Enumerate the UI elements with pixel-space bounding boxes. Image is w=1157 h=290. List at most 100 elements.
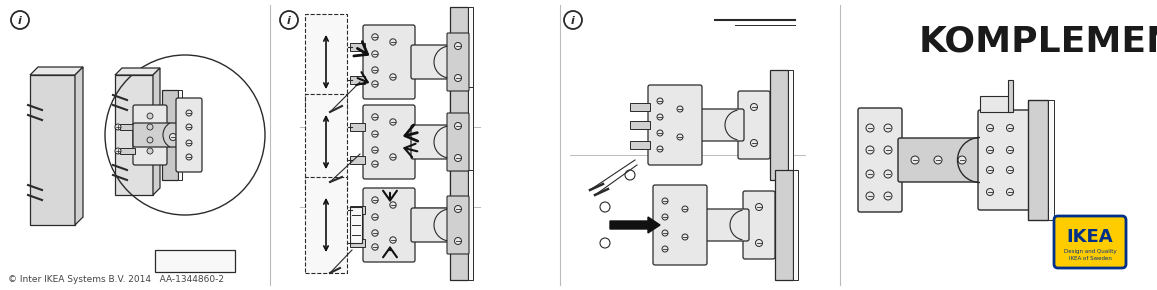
Bar (178, 90, 182, 180)
Bar (155, 250, 235, 272)
Circle shape (884, 170, 892, 178)
Circle shape (657, 130, 663, 136)
FancyBboxPatch shape (447, 113, 469, 171)
Circle shape (751, 139, 758, 146)
Circle shape (147, 148, 153, 154)
Polygon shape (153, 68, 160, 195)
Polygon shape (115, 68, 160, 75)
Bar (1048, 100, 1054, 220)
Circle shape (371, 230, 378, 236)
Circle shape (987, 166, 994, 173)
Circle shape (371, 161, 378, 167)
FancyBboxPatch shape (447, 196, 469, 254)
Circle shape (115, 124, 121, 130)
Circle shape (884, 192, 892, 200)
Circle shape (186, 110, 192, 116)
Bar (631, 141, 650, 149)
Circle shape (1007, 146, 1014, 153)
Text: i: i (572, 15, 575, 26)
Circle shape (371, 131, 378, 137)
Circle shape (756, 204, 762, 211)
Bar (793, 170, 798, 280)
Bar (115, 75, 153, 195)
Circle shape (371, 244, 378, 250)
Circle shape (371, 34, 378, 40)
Circle shape (884, 146, 892, 154)
FancyBboxPatch shape (978, 110, 1030, 210)
Bar (775, 170, 793, 280)
Polygon shape (75, 67, 83, 225)
Circle shape (455, 155, 462, 162)
Circle shape (371, 197, 378, 203)
FancyBboxPatch shape (653, 185, 707, 265)
Circle shape (1007, 166, 1014, 173)
Bar (450, 170, 467, 280)
Circle shape (884, 124, 892, 132)
FancyBboxPatch shape (363, 188, 415, 262)
Circle shape (455, 43, 462, 50)
Circle shape (865, 146, 874, 154)
Circle shape (756, 240, 762, 246)
Circle shape (1007, 188, 1014, 195)
Bar (351, 76, 364, 84)
FancyBboxPatch shape (363, 105, 415, 179)
FancyBboxPatch shape (176, 98, 202, 172)
Text: IKEA of Sweden: IKEA of Sweden (1069, 255, 1112, 260)
Circle shape (987, 188, 994, 195)
Circle shape (657, 146, 663, 152)
Bar (162, 90, 178, 180)
Circle shape (147, 137, 153, 143)
Circle shape (371, 51, 378, 57)
Bar (450, 7, 467, 117)
Circle shape (147, 113, 153, 119)
Circle shape (371, 81, 378, 87)
Polygon shape (30, 67, 83, 75)
Bar (631, 121, 650, 129)
FancyBboxPatch shape (133, 123, 182, 147)
Circle shape (147, 124, 153, 130)
Bar (631, 103, 650, 111)
Circle shape (455, 238, 462, 244)
Bar (351, 239, 364, 247)
Bar (351, 206, 364, 214)
Bar (120, 148, 135, 154)
Bar (30, 75, 75, 225)
Bar (351, 207, 362, 243)
Circle shape (681, 234, 688, 240)
FancyBboxPatch shape (411, 208, 455, 242)
Bar (1008, 80, 1014, 112)
FancyBboxPatch shape (648, 85, 702, 165)
Text: i: i (287, 15, 290, 26)
Circle shape (390, 39, 396, 45)
Circle shape (751, 104, 758, 110)
FancyBboxPatch shape (363, 25, 415, 99)
Bar (771, 70, 788, 180)
Circle shape (455, 75, 462, 81)
Circle shape (662, 214, 668, 220)
Circle shape (987, 146, 994, 153)
Circle shape (987, 124, 994, 131)
Circle shape (169, 133, 177, 140)
Circle shape (115, 148, 121, 154)
Circle shape (662, 230, 668, 236)
Circle shape (390, 202, 396, 208)
Circle shape (958, 156, 966, 164)
Text: i: i (19, 15, 22, 26)
FancyBboxPatch shape (411, 125, 455, 159)
Bar (1029, 100, 1048, 220)
FancyBboxPatch shape (898, 138, 982, 182)
Bar (980, 96, 1010, 112)
Bar (305, 177, 347, 273)
Bar (467, 7, 473, 117)
FancyBboxPatch shape (738, 91, 771, 159)
FancyBboxPatch shape (447, 33, 469, 91)
Bar (351, 156, 364, 164)
Circle shape (390, 74, 396, 80)
Circle shape (371, 114, 378, 120)
Bar (351, 123, 364, 131)
Circle shape (455, 122, 462, 130)
Circle shape (662, 246, 668, 252)
Circle shape (371, 147, 378, 153)
FancyBboxPatch shape (698, 109, 744, 141)
FancyBboxPatch shape (858, 108, 902, 212)
